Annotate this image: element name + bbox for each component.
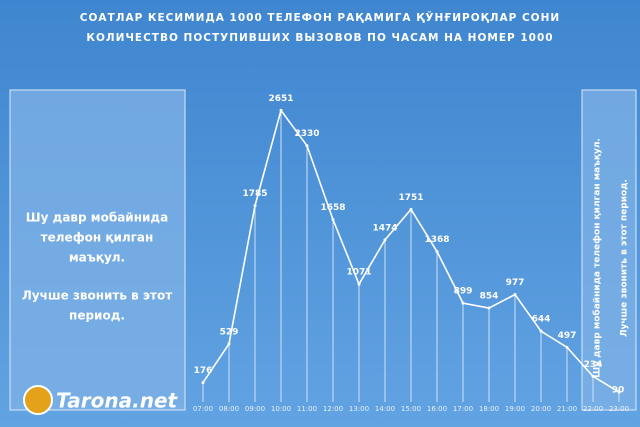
left-panel [9,89,186,411]
left-note-line: Лучше звонить в этот [22,289,172,303]
x-tick-label: 23:00 [609,405,629,413]
logo-text: Tarona.net [56,389,179,413]
value-label: 1474 [372,223,397,233]
x-tick-label: 19:00 [505,405,525,413]
value-label: 497 [558,331,577,341]
x-tick-label: 14:00 [375,405,395,413]
x-tick-label: 09:00 [245,405,265,413]
point [435,250,439,254]
value-label: 899 [454,287,473,297]
x-tick-label: 20:00 [531,405,551,413]
point [565,345,569,349]
value-label: 2651 [268,94,293,104]
value-label: 1368 [424,235,449,245]
x-tick-label: 10:00 [271,405,291,413]
x-tick-label: 21:00 [557,405,577,413]
logo: Tarona.net [23,385,179,415]
x-tick-label: 13:00 [349,405,369,413]
left-note-line: период. [69,309,125,323]
x-tick-label: 15:00 [401,405,421,413]
value-label: 529 [220,327,239,337]
point [279,108,283,112]
point [201,381,205,385]
point [227,342,231,346]
left-note-line: маъқул. [69,251,125,265]
value-label: 234 [584,360,603,370]
point [357,282,361,286]
subtitle: КОЛИЧЕСТВО ПОСТУПИВШИХ ВЫЗОВОВ ПО ЧАСАМ … [86,32,553,44]
value-label: 90 [612,386,625,396]
point [305,144,309,148]
value-label: 1658 [320,203,345,213]
value-label: 644 [532,315,551,325]
x-tick-label: 17:00 [453,405,473,413]
logo-icon [23,385,53,415]
value-label: 1071 [346,268,371,278]
value-label: 854 [480,292,499,302]
x-tick-label: 22:00 [583,405,603,413]
x-tick-label: 16:00 [427,405,447,413]
point [461,301,465,305]
point [409,207,413,211]
x-tick-label: 12:00 [323,405,343,413]
point [591,374,595,378]
left-note-line: телефон қилган [41,231,154,245]
x-tick-label: 18:00 [479,405,499,413]
value-label: 1785 [242,189,267,199]
right-panel [581,89,637,411]
point [539,329,543,333]
value-label: 1751 [398,193,423,203]
title: СОАТЛАР КЕСИМИДА 1000 ТЕЛЕФОН РАҚАМИГА Қ… [80,11,560,24]
x-tick-label: 11:00 [297,405,317,413]
right-note: Шу давр мобайнида телефон қилган маъқул. [592,138,603,378]
point [487,306,491,310]
point [513,293,517,297]
value-label: 176 [194,366,213,376]
x-tick-label: 07:00 [193,405,213,413]
point [331,218,335,222]
point [383,238,387,242]
x-tick-label: 08:00 [219,405,239,413]
point [253,204,257,208]
right-note: Лучше звонить в этот период. [620,179,630,337]
value-label: 2330 [294,129,319,139]
point [617,390,621,394]
value-label: 977 [506,278,525,288]
left-note-line: Шу давр мобайнида [26,211,168,225]
